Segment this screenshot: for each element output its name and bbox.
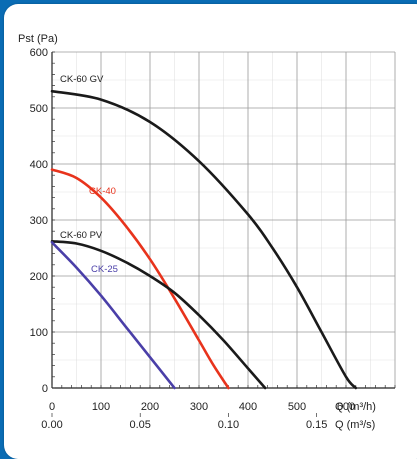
y-tick-label: 400 [30, 159, 48, 171]
series-line-ck-60-pv [50, 239, 267, 390]
x-tick-label-m3s: 0.15 [306, 419, 327, 431]
fan-curve-chart: Pst (Pa) Q (m³/h) Q (m³/s) 0 100 200 300 400… [18, 33, 396, 431]
y-tick-label: 200 [30, 271, 48, 283]
y-tick-label: 100 [30, 327, 48, 339]
x-tick-label-m3h: 600 [337, 401, 355, 413]
series-line-ck-60-gv [50, 89, 358, 390]
y-tick-label: 0 [42, 383, 48, 395]
x-tick-label-m3s: 0.05 [130, 419, 151, 431]
series-line-ck-40 [50, 168, 230, 390]
x-tick-label-m3h: 200 [141, 401, 159, 413]
series-label-ck-60-pv: CK-60 PV [60, 230, 103, 241]
series-label-ck-60-gv: CK-60 GV [60, 74, 104, 85]
y-tick-label: 500 [30, 103, 48, 115]
y-tick-label: 300 [30, 215, 48, 227]
y-tick-label: 600 [30, 47, 48, 59]
x-axis-label-m3s: Q (m³/s) [335, 419, 375, 431]
x-axis-label-m3h: Q (m³/h) [335, 401, 376, 413]
x-tick-label-m3h: 100 [92, 401, 110, 413]
x-tick-label-m3h: 500 [288, 401, 306, 413]
series-label-ck-40: CK-40 [89, 186, 116, 197]
series-line-ck-25 [50, 241, 176, 390]
x-tick-label-m3s: 0.00 [41, 419, 62, 431]
x-tick-label-m3h: 400 [239, 401, 257, 413]
x-tick-label-m3h: 0 [49, 401, 55, 413]
chart-panel: Pst (Pa) Q (m³/h) Q (m³/s) 0 100 200 300 400… [4, 4, 417, 459]
y-axis-label: Pst (Pa) [18, 33, 58, 45]
x-tick-label-m3s: 0.10 [218, 419, 239, 431]
x-tick-label-m3h: 300 [190, 401, 208, 413]
series-label-ck-25: CK-25 [91, 264, 118, 275]
